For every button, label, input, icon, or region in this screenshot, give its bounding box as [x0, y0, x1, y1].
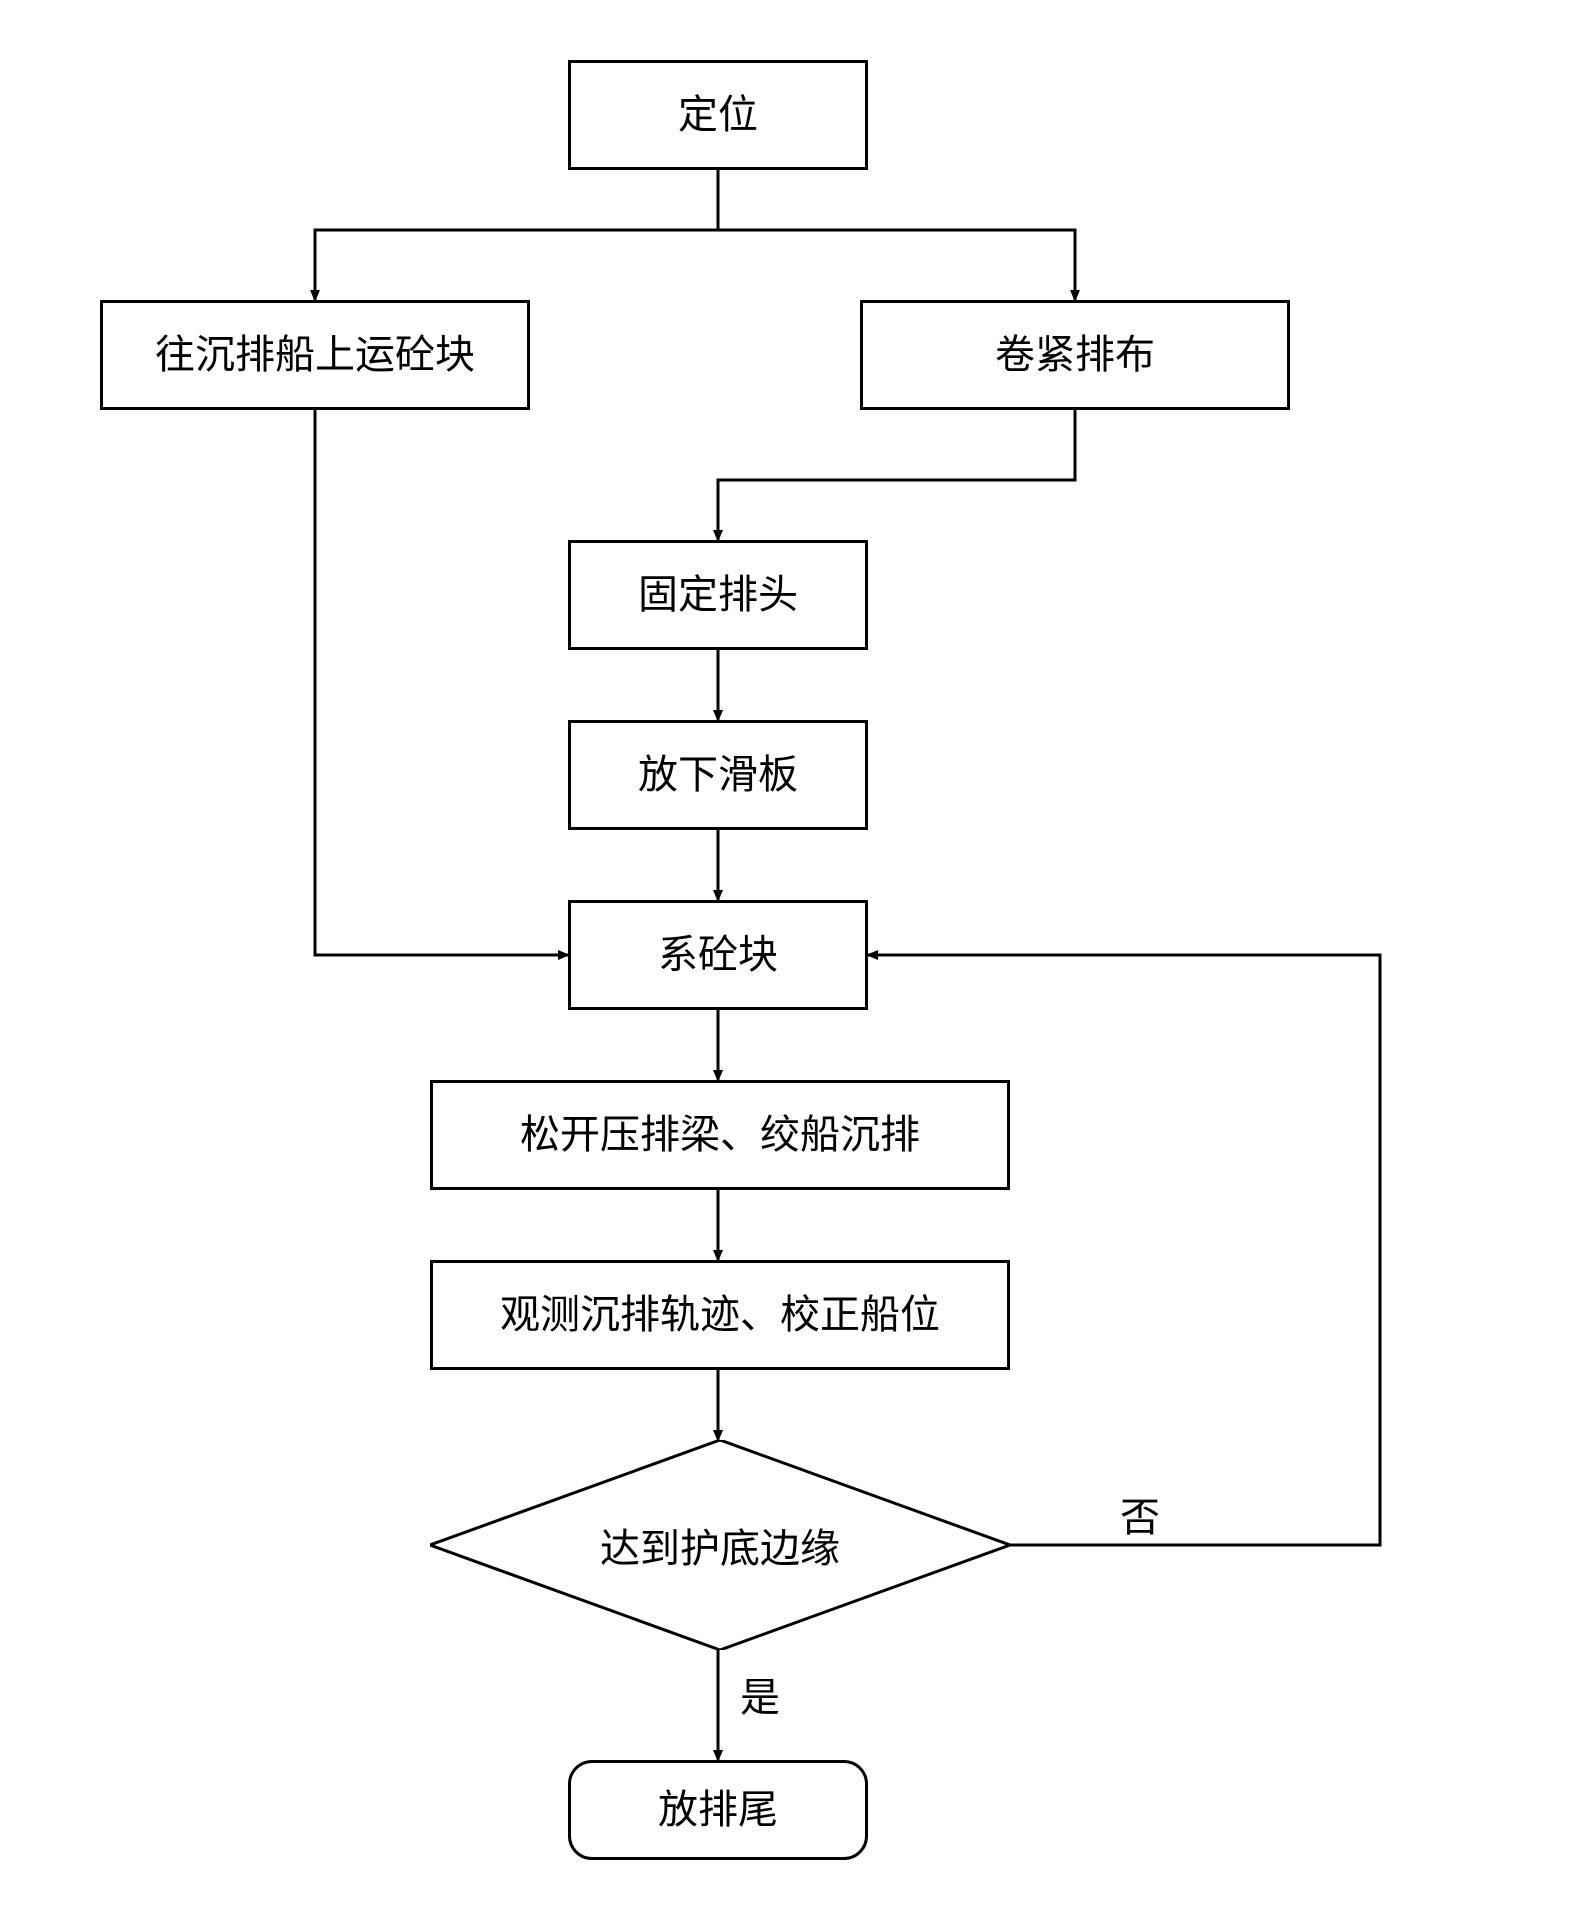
node-label: 松开压排梁、绞船沉排 — [520, 1111, 920, 1159]
node-label: 定位 — [678, 91, 758, 139]
flowchart-canvas: 定位 往沉排船上运砼块 卷紧排布 固定排头 放下滑板 系砼块 松开压排梁、绞船沉… — [0, 0, 1574, 1924]
node-label: 往沉排船上运砼块 — [155, 331, 475, 379]
node-decision-edge: 达到护底边缘 — [430, 1440, 1010, 1650]
node-observe-correct: 观测沉排轨迹、校正船位 — [430, 1260, 1010, 1370]
node-positioning: 定位 — [568, 60, 868, 170]
node-transport-blocks: 往沉排船上运砼块 — [100, 300, 530, 410]
node-label: 放排尾 — [658, 1786, 778, 1834]
edge-label-no: 否 — [1120, 1485, 1160, 1543]
node-label: 系砼块 — [658, 931, 778, 979]
node-tie-blocks: 系砼块 — [568, 900, 868, 1010]
node-lower-slide: 放下滑板 — [568, 720, 868, 830]
node-label: 达到护底边缘 — [600, 1516, 840, 1574]
node-roll-mat: 卷紧排布 — [860, 300, 1290, 410]
node-label: 观测沉排轨迹、校正船位 — [500, 1291, 940, 1339]
node-release-sink: 松开压排梁、绞船沉排 — [430, 1080, 1010, 1190]
edge-label-yes: 是 — [740, 1665, 780, 1723]
node-label: 卷紧排布 — [995, 331, 1155, 379]
node-release-tail: 放排尾 — [568, 1760, 868, 1860]
node-label: 放下滑板 — [638, 751, 798, 799]
node-label: 固定排头 — [638, 571, 798, 619]
node-fix-head: 固定排头 — [568, 540, 868, 650]
